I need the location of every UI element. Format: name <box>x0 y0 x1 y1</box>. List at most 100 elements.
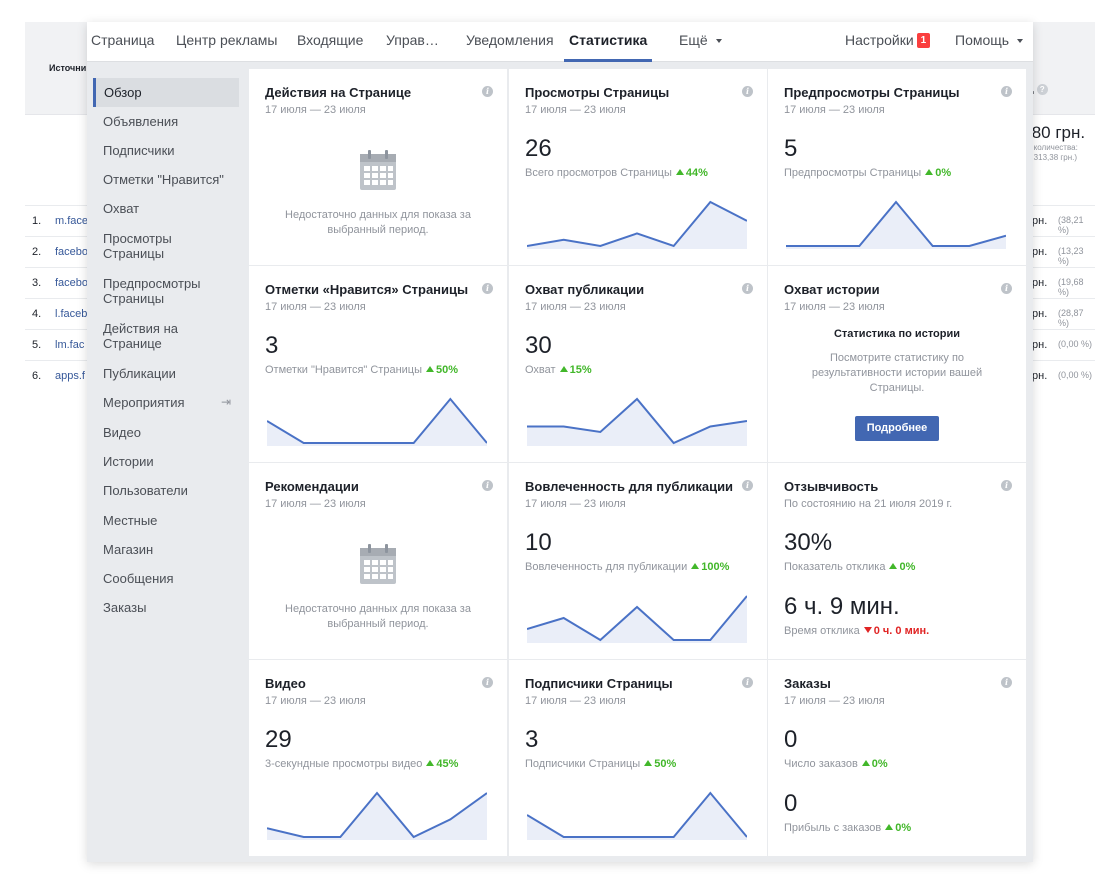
trend-up-icon <box>861 760 870 766</box>
card-page-likes[interactable]: Отметки «Нравится» Страницы i 17 июля — … <box>249 266 507 462</box>
story-heading: Статистика по истории <box>833 328 961 340</box>
card-title: Рекомендации <box>265 479 359 494</box>
sidebar-item-page-previews[interactable]: Предпросмотры Страницы <box>103 276 201 306</box>
sidebar-item-followers[interactable]: Подписчики <box>103 143 175 158</box>
card-metric: Вовлеченность для публикации 100% <box>525 561 729 573</box>
card-metric: Охват 15% <box>525 364 592 376</box>
source-link[interactable]: l.faceb <box>55 308 88 320</box>
info-icon[interactable]: i <box>1001 86 1012 97</box>
info-icon[interactable]: i <box>742 283 753 294</box>
row-number: 2. <box>32 246 42 258</box>
sidebar-item-likes[interactable]: Отметки "Нравится" <box>103 172 224 187</box>
sidebar-item-events[interactable]: Мероприятия ⇥ <box>93 395 239 410</box>
nav-more[interactable]: Ещё <box>679 22 722 62</box>
sidebar-item-messages[interactable]: Сообщения <box>103 571 174 586</box>
card-metric: Всего просмотров Страницы 44% <box>525 167 708 179</box>
card-value: 10 <box>525 529 552 556</box>
sidebar-item-posts[interactable]: Публикации <box>103 366 176 381</box>
story-description: Посмотрите статистику по результативност… <box>811 352 983 394</box>
sidebar-item-shop[interactable]: Магазин <box>103 542 154 557</box>
card-title: Просмотры Страницы <box>525 85 670 100</box>
sparkline-line <box>786 200 1006 247</box>
sidebar-item-overview[interactable]: Обзор <box>93 78 239 107</box>
card-page-actions[interactable]: Действия на Странице i 17 июля — 23 июля… <box>249 69 507 265</box>
metric-label: Охват <box>525 364 556 376</box>
nav-statistics[interactable]: Статистика <box>564 22 653 62</box>
source-link[interactable]: facebo <box>55 246 89 258</box>
info-icon[interactable]: i <box>482 86 493 97</box>
sidebar-item-page-views[interactable]: Просмотры Страницы <box>103 231 172 261</box>
nav-settings[interactable]: Настройки 1 <box>845 22 931 62</box>
chevron-down-icon <box>715 39 722 44</box>
trend-up-icon <box>691 563 700 569</box>
sidebar-item-reach[interactable]: Охват <box>103 201 140 216</box>
nav-help[interactable]: Помощь <box>955 22 1024 62</box>
sidebar-item-orders[interactable]: Заказы <box>103 600 147 615</box>
nav-inbox[interactable]: Входящие <box>297 32 364 48</box>
card-title: Предпросмотры Страницы <box>784 85 960 100</box>
sidebar-item-ads[interactable]: Объявления <box>103 114 179 129</box>
info-icon[interactable]: i <box>482 480 493 491</box>
sparkline-area <box>527 399 747 446</box>
nav-ad-center[interactable]: Центр рекламы <box>176 32 278 48</box>
sparkline-line <box>527 791 747 838</box>
metric-change: 50% <box>436 364 459 376</box>
nav-notifications[interactable]: Уведомления <box>466 32 554 48</box>
card-story-reach[interactable]: Охват истории i 17 июля — 23 июля Статис… <box>768 266 1026 462</box>
card-followers[interactable]: Подписчики Страницы i 17 июля — 23 июля … <box>509 660 767 856</box>
trend-up-icon <box>559 366 568 372</box>
info-icon[interactable]: i <box>482 677 493 688</box>
card-page-views[interactable]: Просмотры Страницы i 17 июля — 23 июля 2… <box>509 69 767 265</box>
metric-change: 50% <box>654 758 677 770</box>
chevron-down-icon <box>1017 39 1024 44</box>
sparkline-chart <box>527 200 747 249</box>
metric-label: Отметки "Нравится" Страницы <box>265 364 423 376</box>
sparkline-chart <box>527 791 747 840</box>
row-percent: (0,00 %) <box>1058 339 1093 349</box>
background-total-value: ,80 грн. <box>1027 123 1086 142</box>
metric-change: 0% <box>895 822 912 834</box>
info-icon[interactable]: i <box>1001 283 1012 294</box>
card-date: 17 июля — 23 июля <box>525 695 626 707</box>
metric-change: 0% <box>935 167 952 179</box>
card-video[interactable]: Видео i 17 июля — 23 июля 29 3-секундные… <box>249 660 507 856</box>
source-link[interactable]: m.face <box>55 215 89 227</box>
sparkline-area <box>786 202 1006 249</box>
sidebar-item-local[interactable]: Местные <box>103 513 158 528</box>
source-link[interactable]: facebo <box>55 277 89 289</box>
nav-page[interactable]: Страница <box>91 32 155 48</box>
info-icon[interactable]: i <box>482 283 493 294</box>
card-post-engagement[interactable]: Вовлеченность для публикации i 17 июля —… <box>509 463 767 659</box>
info-icon[interactable]: i <box>742 677 753 688</box>
card-page-previews[interactable]: Предпросмотры Страницы i 17 июля — 23 ию… <box>768 69 1026 265</box>
card-date: 17 июля — 23 июля <box>784 104 885 116</box>
info-icon[interactable]: i <box>742 480 753 491</box>
help-icon[interactable]: ? <box>1036 84 1048 95</box>
card-orders[interactable]: Заказы i 17 июля — 23 июля 0 Число заказ… <box>768 660 1026 856</box>
row-percent: (38,21 %) <box>1058 215 1084 235</box>
info-icon[interactable]: i <box>1001 480 1012 491</box>
trend-up-icon <box>426 366 435 372</box>
card-post-reach[interactable]: Охват публикации i 17 июля — 23 июля 30 … <box>509 266 767 462</box>
sidebar-item-people[interactable]: Пользователи <box>103 483 188 498</box>
trend-up-icon <box>889 563 898 569</box>
trend-up-icon <box>426 760 435 766</box>
sidebar-item-video[interactable]: Видео <box>103 425 141 440</box>
info-icon[interactable]: i <box>742 86 753 97</box>
calendar-icon <box>360 544 396 584</box>
source-link[interactable]: lm.fac <box>55 339 85 351</box>
sparkline-line <box>267 397 487 444</box>
background-total-sub: о количества: <box>1027 143 1078 152</box>
sparkline-chart <box>267 791 487 840</box>
card-title: Охват истории <box>784 282 880 297</box>
nav-manage[interactable]: Управ… <box>386 32 439 48</box>
learn-more-button[interactable]: Подробнее <box>855 416 939 441</box>
card-recommendations[interactable]: Рекомендации i 17 июля — 23 июля Недоста… <box>249 463 507 659</box>
metric-label: Вовлеченность для публикации <box>525 561 688 573</box>
card-metric: Прибыль с заказов 0% <box>784 822 911 834</box>
info-icon[interactable]: i <box>1001 677 1012 688</box>
card-responsiveness[interactable]: Отзывчивость i По состоянию на 21 июля 2… <box>768 463 1026 659</box>
sidebar-item-page-actions[interactable]: Действия на Странице <box>103 321 178 351</box>
source-link[interactable]: apps.f <box>55 370 85 382</box>
sidebar-item-stories[interactable]: Истории <box>103 454 154 469</box>
